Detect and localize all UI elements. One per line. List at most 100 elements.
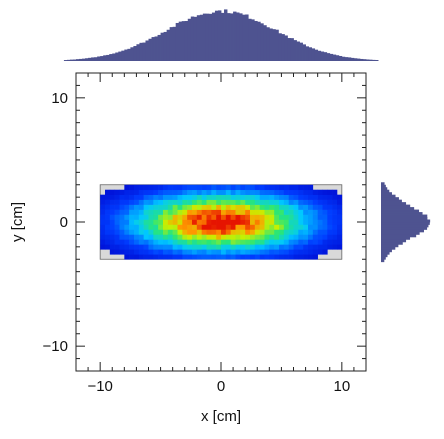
heatmap-cell bbox=[177, 239, 183, 245]
x-marginal-bar bbox=[293, 40, 297, 61]
heatmap-cell bbox=[109, 204, 115, 210]
heatmap-cell bbox=[129, 224, 135, 230]
heatmap-cell bbox=[148, 189, 154, 195]
heatmap-cell bbox=[235, 254, 241, 260]
heatmap-cell bbox=[332, 199, 338, 205]
x-marginal-bar bbox=[308, 47, 313, 61]
x-marginal-bar bbox=[112, 53, 116, 61]
x-marginal-bar bbox=[151, 37, 155, 61]
heatmap-cell bbox=[221, 189, 227, 195]
x-marginal-bar bbox=[169, 27, 174, 61]
heatmap-cell bbox=[105, 244, 111, 250]
heatmap-cell bbox=[327, 204, 333, 210]
heatmap-cell bbox=[109, 189, 115, 195]
heatmap-cell bbox=[303, 219, 309, 225]
heatmap-cell bbox=[308, 234, 314, 240]
x-marginal-bar bbox=[296, 41, 300, 61]
heatmap-cell bbox=[269, 234, 275, 240]
heatmap-cell bbox=[177, 229, 183, 235]
heatmap-cell bbox=[298, 239, 304, 245]
y-marginal-bar bbox=[381, 189, 390, 193]
heatmap-cell bbox=[245, 194, 251, 200]
heatmap-cell bbox=[196, 254, 202, 260]
heatmap-cell bbox=[274, 244, 280, 250]
heatmap-cell bbox=[148, 254, 154, 260]
heatmap-cell bbox=[105, 224, 111, 230]
heatmap-cell bbox=[196, 204, 202, 210]
heatmap-cell bbox=[163, 244, 169, 250]
heatmap-cell bbox=[182, 234, 188, 240]
x-tick-label: 0 bbox=[217, 378, 225, 395]
heatmap-cell bbox=[167, 224, 173, 230]
heatmap-cell bbox=[192, 224, 198, 230]
heatmap-cell bbox=[196, 234, 202, 240]
heatmap-cell bbox=[124, 184, 130, 191]
heatmap-cell bbox=[177, 254, 183, 260]
y-marginal-bar bbox=[381, 224, 429, 228]
heatmap-cell bbox=[332, 214, 338, 220]
heatmap-cell bbox=[182, 184, 188, 191]
heatmap-cell bbox=[245, 219, 251, 225]
heatmap-cell bbox=[206, 189, 212, 195]
heatmap-cell bbox=[211, 239, 217, 245]
heatmap-cell bbox=[293, 219, 299, 225]
heatmap-cell bbox=[129, 204, 135, 210]
x-marginal-bar bbox=[239, 13, 243, 62]
heatmap-cell bbox=[288, 229, 294, 235]
y-tick-label: 10 bbox=[51, 90, 68, 107]
heatmap-cell bbox=[274, 224, 280, 230]
x-marginal-bar bbox=[230, 13, 234, 62]
heatmap-cell bbox=[216, 189, 222, 195]
heatmap-cell bbox=[254, 204, 260, 210]
heatmap-cell bbox=[230, 199, 236, 205]
y-marginal-bar bbox=[381, 207, 415, 210]
x-marginal-bar bbox=[233, 11, 237, 62]
x-marginal-bar bbox=[118, 51, 122, 61]
x-marginal-bar bbox=[190, 16, 195, 61]
heatmap-cell bbox=[158, 234, 164, 240]
heatmap-cell bbox=[279, 254, 285, 260]
heatmap-cell bbox=[148, 244, 154, 250]
y-marginal-bar bbox=[381, 197, 399, 201]
heatmap-cell bbox=[158, 214, 164, 220]
heatmap-cell bbox=[240, 254, 246, 260]
heatmap-cell bbox=[201, 244, 207, 250]
heatmap-cell bbox=[308, 184, 314, 191]
heatmap-cell bbox=[264, 184, 270, 191]
heatmap-cell bbox=[322, 234, 328, 240]
heatmap-cell bbox=[109, 224, 115, 230]
y-marginal-bar bbox=[381, 199, 402, 203]
heatmap-cell bbox=[211, 214, 217, 220]
heatmap-cell bbox=[187, 249, 193, 255]
heatmap-cell bbox=[235, 199, 241, 205]
heatmap-cell bbox=[288, 199, 294, 205]
heatmap-cell bbox=[264, 189, 270, 195]
heatmap-cell bbox=[105, 234, 111, 240]
heatmap-cell bbox=[153, 184, 159, 191]
heatmap-cell bbox=[293, 204, 299, 210]
heatmap-cell bbox=[245, 244, 251, 250]
heatmap-cell bbox=[245, 209, 251, 215]
heatmap-cell bbox=[264, 194, 270, 200]
heatmap-cell bbox=[269, 194, 275, 200]
x-marginal-bar bbox=[242, 14, 246, 62]
x-axis-title: x [cm] bbox=[201, 408, 241, 425]
heatmap-cell bbox=[124, 229, 130, 235]
heatmap-cell bbox=[182, 229, 188, 235]
y-marginal-bar bbox=[381, 246, 396, 250]
heatmap-cell bbox=[279, 249, 285, 255]
y-marginal-bar bbox=[381, 256, 386, 260]
x-marginal-bar bbox=[275, 29, 279, 61]
heatmap-cell bbox=[254, 244, 260, 250]
x-marginal-bar bbox=[269, 28, 273, 61]
heatmap-cell bbox=[279, 204, 285, 210]
heatmap-cell bbox=[288, 249, 294, 255]
y-marginal-bar bbox=[381, 234, 417, 238]
heatmap-cell bbox=[196, 219, 202, 225]
heatmap-cell bbox=[134, 219, 140, 225]
heatmap-cell bbox=[158, 189, 164, 195]
heatmap-cell bbox=[192, 194, 198, 200]
heatmap-cell bbox=[167, 189, 173, 195]
heatmap-cell bbox=[206, 194, 212, 200]
heatmap-cell bbox=[259, 184, 265, 191]
